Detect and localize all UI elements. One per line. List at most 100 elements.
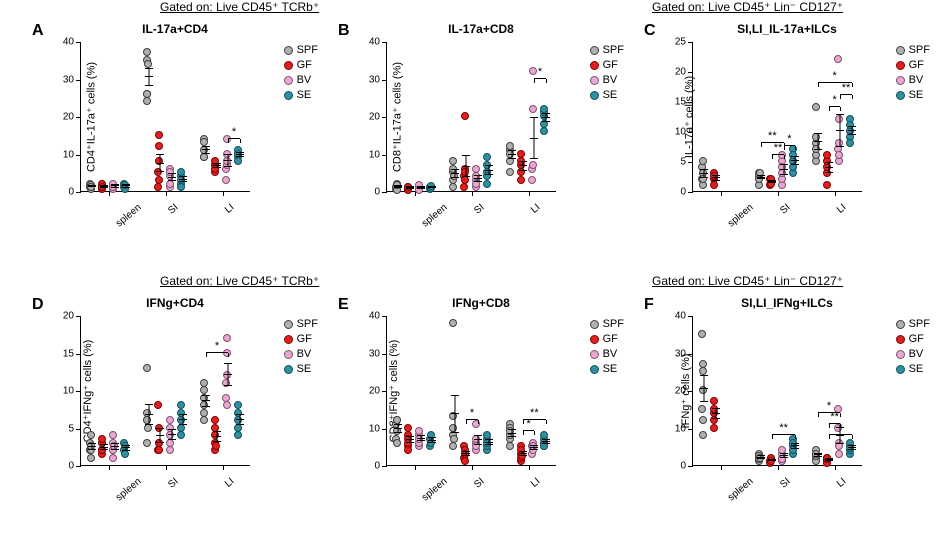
error-bar-cap (236, 419, 244, 420)
error-bar-cap (485, 170, 493, 171)
legend-label: SPF (909, 318, 930, 330)
error-bar-cap (451, 395, 459, 396)
y-tick (688, 72, 693, 73)
scatter-point (223, 334, 231, 342)
legend-marker (590, 61, 599, 70)
scatter-point (835, 151, 843, 159)
legend-marker (896, 365, 905, 374)
scatter-point (699, 157, 707, 165)
scatter-point (450, 435, 458, 443)
x-tick-label: LI (529, 476, 542, 490)
y-tick-label: 15 (675, 97, 686, 108)
error-bar-cap (179, 419, 187, 420)
legend-item: BV (284, 74, 318, 86)
error-bar-cap (451, 432, 459, 433)
y-tick (688, 102, 693, 103)
error-bar-cap (451, 173, 459, 174)
y-tick-label: 0 (374, 461, 380, 472)
scatter-point (472, 420, 480, 428)
error-bar-cap (236, 424, 244, 425)
error-bar-cap (236, 152, 244, 153)
x-tick-label: SI (778, 202, 792, 217)
error-bar-cap (519, 165, 527, 166)
error-bar-cap (394, 187, 402, 188)
y-tick (76, 80, 81, 81)
scatter-point (200, 153, 208, 161)
y-tick-label: 20 (369, 112, 380, 123)
error-bar-cap (768, 182, 776, 183)
significance-tick (546, 420, 547, 424)
error-bar (149, 69, 150, 86)
error-bar-cap (791, 443, 799, 444)
error-bar-cap (394, 428, 402, 429)
panel-title: IL-17a+CD4 (30, 22, 320, 36)
scatter-point (166, 446, 174, 454)
y-tick (76, 155, 81, 156)
error-bar-cap (168, 439, 176, 440)
error-bar-cap (848, 126, 856, 127)
significance-tick (852, 435, 853, 439)
scatter-point (710, 172, 718, 180)
error-bar-cap (485, 165, 493, 166)
x-tick-label: LI (223, 202, 236, 216)
significance-tick (546, 79, 547, 83)
scatter-point (154, 183, 162, 191)
legend-marker (590, 365, 599, 374)
scatter-point (698, 330, 706, 338)
scatter-point (823, 151, 831, 159)
y-tick (688, 192, 693, 193)
y-tick-label: 30 (369, 348, 380, 359)
legend-marker (284, 91, 293, 100)
scatter-point (834, 55, 842, 63)
error-bar-cap (88, 443, 96, 444)
error-bar-cap (417, 438, 425, 439)
error-bar-cap (791, 156, 799, 157)
error-bar (840, 115, 841, 146)
y-tick-label: 20 (63, 311, 74, 322)
error-bar-cap (428, 186, 436, 187)
error-bar-cap (122, 445, 130, 446)
legend-label: BV (909, 74, 924, 86)
error-bar-cap (462, 155, 470, 156)
error-bar-cap (780, 174, 788, 175)
error-bar-cap (111, 184, 119, 185)
scatter-point (404, 446, 412, 454)
panel-b: BIL-17a+CD8CD8⁺IL-17a⁺ cells (%)01020304… (336, 4, 626, 234)
error-bar-cap (836, 146, 844, 147)
legend-item: BV (284, 348, 318, 360)
scatter-point (223, 349, 231, 357)
error-bar-cap (156, 442, 164, 443)
error-bar-cap (202, 153, 210, 154)
error-bar-cap (236, 154, 244, 155)
legend-label: GF (297, 59, 312, 71)
error-bar-cap (156, 435, 164, 436)
error-bar-cap (485, 174, 493, 175)
y-tick (382, 192, 387, 193)
error-bar-cap (485, 439, 493, 440)
plot-area: 010203040spleenSILI* (80, 42, 250, 192)
error-bar-cap (417, 187, 425, 188)
significance-label: * (215, 340, 219, 352)
error-bar-cap (791, 160, 799, 161)
scatter-point (517, 176, 525, 184)
y-tick (382, 466, 387, 467)
error-bar-cap (88, 186, 96, 187)
error-bar-cap (202, 406, 210, 407)
x-tick-label: LI (835, 202, 848, 216)
legend-label: SPF (297, 44, 318, 56)
error-bar-cap (780, 164, 788, 165)
legend-label: GF (603, 59, 618, 71)
significance-label: * (833, 94, 837, 106)
error-bar-cap (451, 169, 459, 170)
error-bar-cap (417, 435, 425, 436)
error-bar-cap (474, 175, 482, 176)
y-tick-label: 25 (675, 37, 686, 48)
significance-label: * (232, 126, 236, 138)
error-bar-cap (122, 187, 130, 188)
error-bar-cap (530, 445, 538, 446)
error-bar-cap (100, 185, 108, 186)
error-bar-cap (836, 114, 844, 115)
x-tick-label: spleen (420, 202, 450, 229)
y-tick (76, 391, 81, 392)
error-bar-cap (168, 180, 176, 181)
